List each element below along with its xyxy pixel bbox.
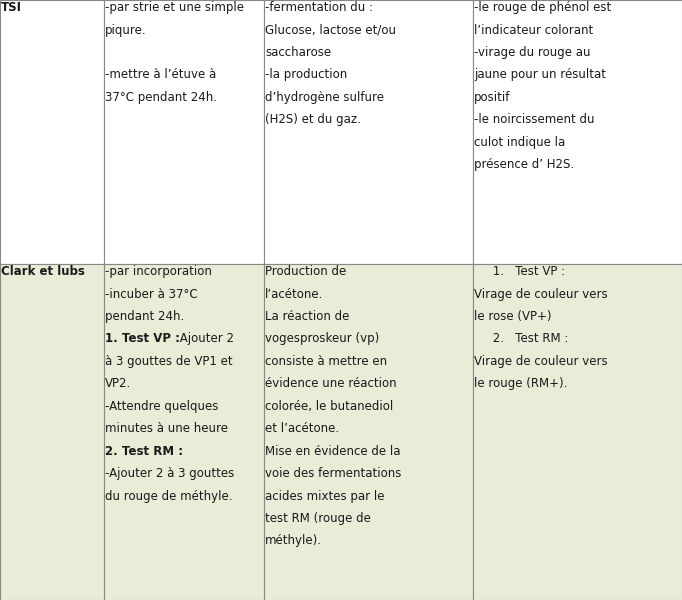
Text: colorée, le butanediol: colorée, le butanediol xyxy=(265,400,394,413)
Text: Virage de couleur vers: Virage de couleur vers xyxy=(474,355,608,368)
Text: test RM (rouge de: test RM (rouge de xyxy=(265,512,371,525)
Text: et l’acétone.: et l’acétone. xyxy=(265,422,339,435)
Bar xyxy=(473,264,682,600)
Text: pendant 24h.: pendant 24h. xyxy=(105,310,185,323)
Text: évidence une réaction: évidence une réaction xyxy=(265,377,396,391)
Text: Virage de couleur vers: Virage de couleur vers xyxy=(474,287,608,301)
Text: -par strie et une simple: -par strie et une simple xyxy=(105,1,244,14)
Text: Mise en évidence de la: Mise en évidence de la xyxy=(265,445,400,458)
Text: d’hydrogène sulfure: d’hydrogène sulfure xyxy=(265,91,384,104)
Bar xyxy=(104,0,264,264)
Text: -Attendre quelques: -Attendre quelques xyxy=(105,400,219,413)
Text: 1. Test VP :: 1. Test VP : xyxy=(105,332,180,346)
Text: -le noircissement du: -le noircissement du xyxy=(474,113,595,127)
Text: -la production: -la production xyxy=(265,68,347,82)
Text: voie des fermentations: voie des fermentations xyxy=(265,467,401,480)
Text: culot indique la: culot indique la xyxy=(474,136,565,149)
Text: -mettre à l’étuve à: -mettre à l’étuve à xyxy=(105,68,217,82)
Text: -incuber à 37°C: -incuber à 37°C xyxy=(105,287,198,301)
Text: VP2.: VP2. xyxy=(105,377,132,391)
Text: jaune pour un résultat: jaune pour un résultat xyxy=(474,68,606,82)
Text: 1.   Test VP :: 1. Test VP : xyxy=(474,265,565,278)
Text: Clark et lubs: Clark et lubs xyxy=(1,265,85,278)
Text: méthyle).: méthyle). xyxy=(265,535,322,547)
Text: -par incorporation: -par incorporation xyxy=(105,265,212,278)
Text: l’acétone.: l’acétone. xyxy=(265,287,323,301)
Text: Glucose, lactose et/ou: Glucose, lactose et/ou xyxy=(265,23,396,37)
Text: à 3 gouttes de VP1 et: à 3 gouttes de VP1 et xyxy=(105,355,233,368)
Text: Production de: Production de xyxy=(265,265,346,278)
Text: consiste à mettre en: consiste à mettre en xyxy=(265,355,387,368)
Bar xyxy=(264,264,473,600)
Text: saccharose: saccharose xyxy=(265,46,331,59)
Text: Ajouter 2: Ajouter 2 xyxy=(176,332,234,346)
Text: le rouge (RM+).: le rouge (RM+). xyxy=(474,377,567,391)
Bar xyxy=(0,264,104,600)
Text: 2.   Test RM :: 2. Test RM : xyxy=(474,332,568,346)
Bar xyxy=(473,0,682,264)
Text: minutes à une heure: minutes à une heure xyxy=(105,422,228,435)
Text: l’indicateur colorant: l’indicateur colorant xyxy=(474,23,593,37)
Text: présence d’ H2S.: présence d’ H2S. xyxy=(474,158,574,171)
Text: -le rouge de phénol est: -le rouge de phénol est xyxy=(474,1,611,14)
Text: -virage du rouge au: -virage du rouge au xyxy=(474,46,591,59)
Bar xyxy=(104,264,264,600)
Text: du rouge de méthyle.: du rouge de méthyle. xyxy=(105,490,233,503)
Text: piqure.: piqure. xyxy=(105,23,147,37)
Text: le rose (VP+): le rose (VP+) xyxy=(474,310,552,323)
Bar xyxy=(0,0,104,264)
Text: 2. Test RM :: 2. Test RM : xyxy=(105,445,183,458)
Text: positif: positif xyxy=(474,91,510,104)
Text: (H2S) et du gaz.: (H2S) et du gaz. xyxy=(265,113,361,127)
Text: vogesproskeur (vp): vogesproskeur (vp) xyxy=(265,332,379,346)
Text: acides mixtes par le: acides mixtes par le xyxy=(265,490,385,503)
Text: La réaction de: La réaction de xyxy=(265,310,349,323)
Text: -fermentation du :: -fermentation du : xyxy=(265,1,373,14)
Text: 37°C pendant 24h.: 37°C pendant 24h. xyxy=(105,91,218,104)
Bar xyxy=(264,0,473,264)
Text: -Ajouter 2 à 3 gouttes: -Ajouter 2 à 3 gouttes xyxy=(105,467,235,480)
Text: TSI: TSI xyxy=(1,1,22,14)
